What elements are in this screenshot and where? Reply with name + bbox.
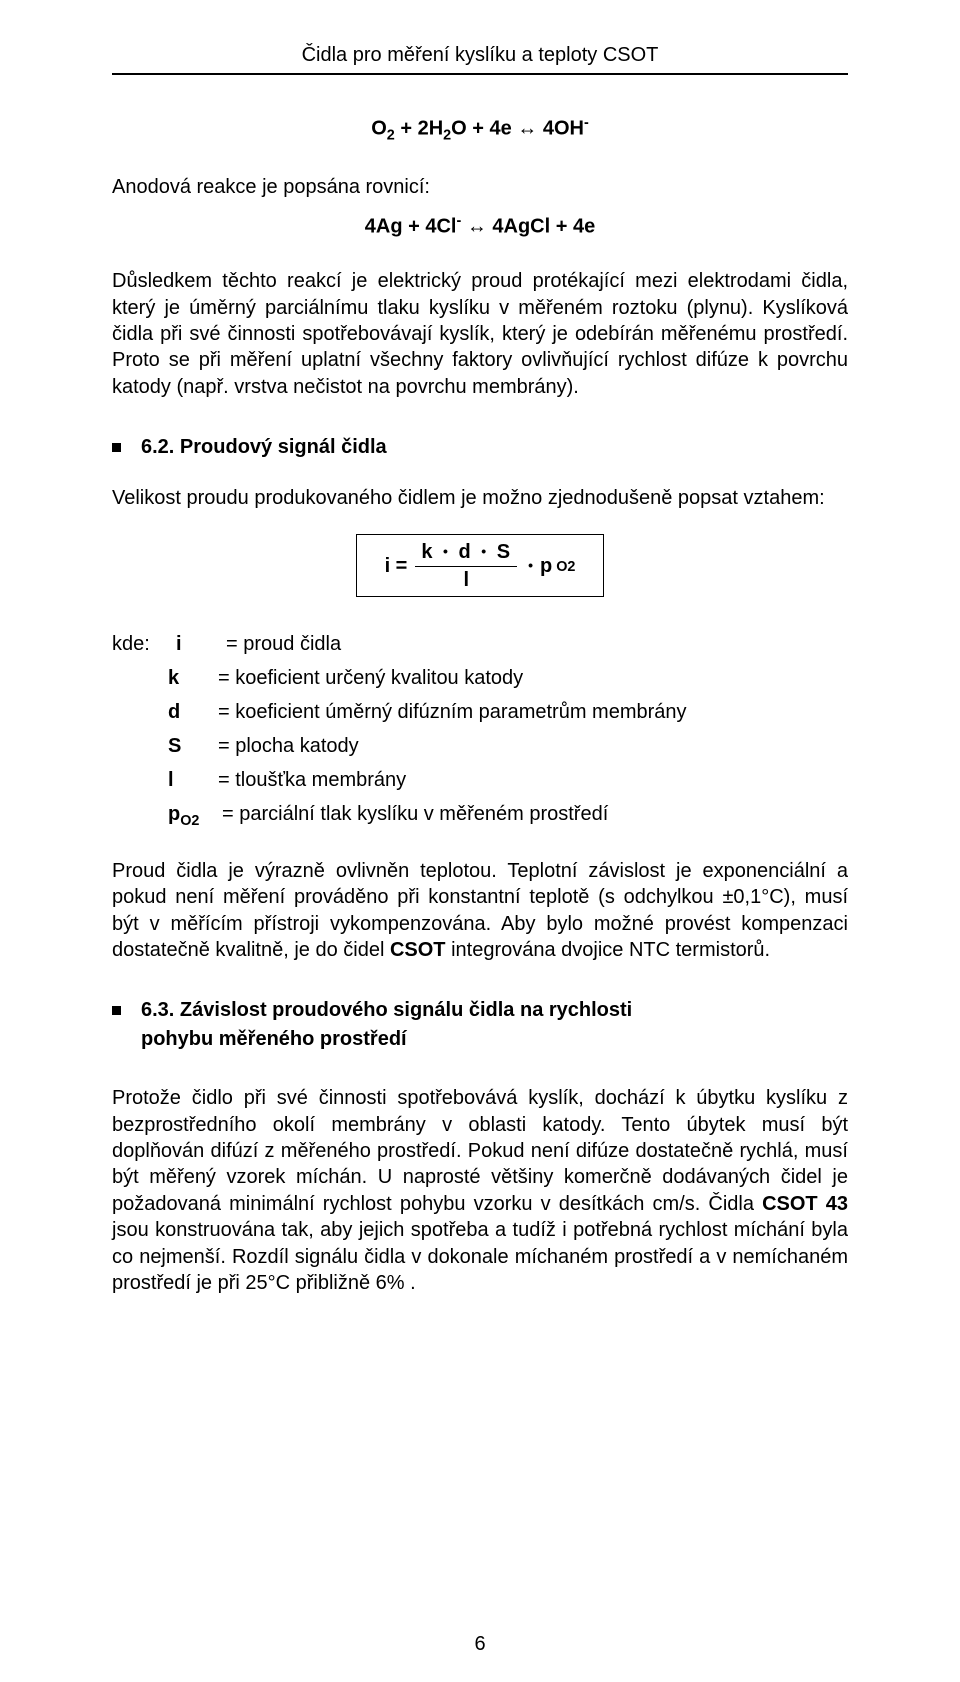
def-text: = parciální tlak kyslíku v měřeném prost…	[218, 797, 848, 833]
def-text: = tloušťka membrány	[218, 763, 848, 797]
def-row: pO2 = parciální tlak kyslíku v měřeném p…	[112, 797, 848, 833]
def-kde-label: kde:	[112, 627, 168, 661]
section-6-2-title: 6.2. Proudový signál čidla	[141, 436, 848, 459]
def-symbol: pO2	[168, 797, 210, 833]
section-6-2-number: 6.2.	[141, 436, 174, 458]
formula-denominator: l	[415, 566, 517, 592]
section-6-2-text: Proudový signál čidla	[180, 436, 387, 458]
page: Čidla pro měření kyslíku a teploty CSOT …	[0, 0, 960, 1682]
paragraph-temperature-dependence: Proud čidla je výrazně ovlivněn teplotou…	[112, 858, 848, 964]
def-symbol: k	[168, 661, 210, 695]
def-symbol: S	[168, 729, 210, 763]
def-row: kde: i = proud čidla	[112, 627, 848, 661]
page-header-title: Čidla pro měření kyslíku a teploty CSOT	[112, 44, 848, 67]
def-symbol: l	[168, 763, 210, 797]
header-rule	[112, 73, 848, 75]
section-6-3-heading-line2: pohybu měřeného prostředí	[112, 1028, 848, 1051]
variable-definitions: kde: i = proud čidla k = koeficient urče…	[112, 627, 848, 833]
formula-expression: i = k • d • S l • pO2	[385, 541, 576, 592]
def-symbol: d	[168, 695, 210, 729]
def-text: = proud čidla	[226, 627, 848, 661]
def-row: l = tloušťka membrány	[112, 763, 848, 797]
formula-container: i = k • d • S l • pO2	[112, 534, 848, 597]
def-text: = koeficient úměrný difúzním parametrům …	[218, 695, 848, 729]
def-row: S = plocha katody	[112, 729, 848, 763]
def-row: k = koeficient určený kvalitou katody	[112, 661, 848, 695]
formula-fraction: k • d • S l	[415, 541, 517, 592]
section-6-3-title: 6.3. Závislost proudového signálu čidla …	[141, 999, 848, 1022]
def-text: = plocha katody	[218, 729, 848, 763]
formula-box: i = k • d • S l • pO2	[356, 534, 605, 597]
paragraph-flow-dependence: Protože čidlo při své činnosti spotřebov…	[112, 1085, 848, 1296]
formula-numerator: k • d • S	[415, 541, 517, 566]
section-6-2-intro: Velikost proudu produkovaného čidlem je …	[112, 487, 848, 510]
anode-lead-text: Anodová reakce je popsána rovnicí:	[112, 176, 848, 199]
def-text: = koeficient určený kvalitou katody	[218, 661, 848, 695]
paragraph-reaction-consequence: Důsledkem těchto reakcí je elektrický pr…	[112, 268, 848, 400]
page-number: 6	[0, 1633, 960, 1656]
def-symbol: i	[176, 627, 218, 661]
equation-cathode: O2 + 2H2O + 4e ↔ 4OH-	[112, 115, 848, 144]
section-6-3-number: 6.3.	[141, 999, 174, 1021]
equation-anode: 4Ag + 4Cl- ↔ 4AgCl + 4e	[112, 213, 848, 239]
def-row: d = koeficient úměrný difúzním parametrů…	[112, 695, 848, 729]
section-6-3-line2: pohybu měřeného prostředí	[141, 1028, 848, 1051]
section-6-2-heading: 6.2. Proudový signál čidla	[112, 436, 848, 459]
formula-tail: • pO2	[525, 555, 575, 578]
bullet-icon	[112, 1006, 121, 1015]
bullet-icon	[112, 443, 121, 452]
section-6-3-line1: Závislost proudového signálu čidla na ry…	[180, 999, 632, 1021]
formula-lhs: i =	[385, 555, 408, 578]
section-6-3-heading: 6.3. Závislost proudového signálu čidla …	[112, 999, 848, 1022]
